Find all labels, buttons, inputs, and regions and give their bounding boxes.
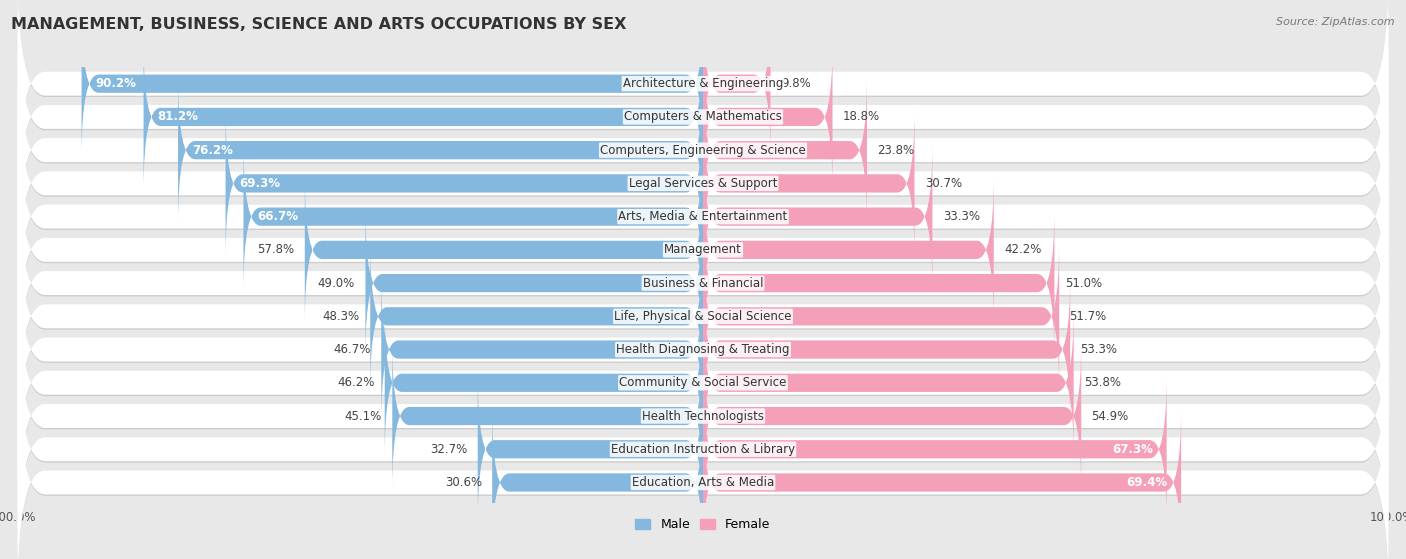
Text: 33.3%: 33.3% bbox=[943, 210, 980, 223]
Text: 76.2%: 76.2% bbox=[191, 144, 232, 157]
Text: Legal Services & Support: Legal Services & Support bbox=[628, 177, 778, 190]
FancyBboxPatch shape bbox=[17, 64, 1389, 306]
Text: 9.8%: 9.8% bbox=[780, 77, 811, 90]
FancyBboxPatch shape bbox=[17, 229, 1389, 471]
Text: 57.8%: 57.8% bbox=[257, 243, 294, 257]
FancyBboxPatch shape bbox=[143, 43, 703, 191]
Text: Architecture & Engineering: Architecture & Engineering bbox=[623, 77, 783, 90]
Text: 54.9%: 54.9% bbox=[1091, 410, 1129, 423]
FancyBboxPatch shape bbox=[703, 309, 1074, 457]
FancyBboxPatch shape bbox=[17, 296, 1389, 538]
FancyBboxPatch shape bbox=[385, 309, 703, 457]
Text: Education Instruction & Library: Education Instruction & Library bbox=[612, 443, 794, 456]
Text: 32.7%: 32.7% bbox=[430, 443, 467, 456]
FancyBboxPatch shape bbox=[17, 96, 1389, 338]
Text: Life, Physical & Social Science: Life, Physical & Social Science bbox=[614, 310, 792, 323]
Text: 81.2%: 81.2% bbox=[157, 111, 198, 124]
FancyBboxPatch shape bbox=[17, 130, 1389, 372]
Text: MANAGEMENT, BUSINESS, SCIENCE AND ARTS OCCUPATIONS BY SEX: MANAGEMENT, BUSINESS, SCIENCE AND ARTS O… bbox=[11, 17, 627, 32]
Text: 90.2%: 90.2% bbox=[96, 77, 136, 90]
FancyBboxPatch shape bbox=[703, 76, 868, 224]
Text: 69.4%: 69.4% bbox=[1126, 476, 1167, 489]
Text: 66.7%: 66.7% bbox=[257, 210, 298, 223]
FancyBboxPatch shape bbox=[492, 409, 703, 556]
FancyBboxPatch shape bbox=[243, 143, 703, 291]
Text: Computers, Engineering & Science: Computers, Engineering & Science bbox=[600, 144, 806, 157]
FancyBboxPatch shape bbox=[17, 0, 1389, 238]
FancyBboxPatch shape bbox=[82, 10, 703, 158]
FancyBboxPatch shape bbox=[17, 63, 1389, 304]
Text: 30.6%: 30.6% bbox=[444, 476, 482, 489]
FancyBboxPatch shape bbox=[305, 176, 703, 324]
FancyBboxPatch shape bbox=[17, 29, 1389, 271]
FancyBboxPatch shape bbox=[17, 129, 1389, 371]
Text: Arts, Media & Entertainment: Arts, Media & Entertainment bbox=[619, 210, 787, 223]
Text: 49.0%: 49.0% bbox=[318, 277, 356, 290]
FancyBboxPatch shape bbox=[17, 0, 1389, 239]
FancyBboxPatch shape bbox=[703, 110, 914, 257]
Legend: Male, Female: Male, Female bbox=[630, 513, 776, 536]
Text: Business & Financial: Business & Financial bbox=[643, 277, 763, 290]
FancyBboxPatch shape bbox=[703, 43, 832, 191]
FancyBboxPatch shape bbox=[17, 295, 1389, 537]
FancyBboxPatch shape bbox=[370, 243, 703, 390]
FancyBboxPatch shape bbox=[478, 375, 703, 523]
FancyBboxPatch shape bbox=[17, 195, 1389, 437]
FancyBboxPatch shape bbox=[381, 276, 703, 424]
FancyBboxPatch shape bbox=[392, 342, 703, 490]
FancyBboxPatch shape bbox=[17, 262, 1389, 504]
Text: 46.2%: 46.2% bbox=[337, 376, 374, 389]
Text: 30.7%: 30.7% bbox=[925, 177, 962, 190]
FancyBboxPatch shape bbox=[17, 263, 1389, 505]
Text: 51.0%: 51.0% bbox=[1064, 277, 1102, 290]
FancyBboxPatch shape bbox=[17, 97, 1389, 339]
Text: 51.7%: 51.7% bbox=[1070, 310, 1107, 323]
Text: Education, Arts & Media: Education, Arts & Media bbox=[631, 476, 775, 489]
FancyBboxPatch shape bbox=[703, 243, 1059, 390]
FancyBboxPatch shape bbox=[17, 0, 1389, 205]
Text: 23.8%: 23.8% bbox=[877, 144, 914, 157]
FancyBboxPatch shape bbox=[225, 110, 703, 257]
FancyBboxPatch shape bbox=[703, 209, 1054, 357]
FancyBboxPatch shape bbox=[17, 330, 1389, 559]
Text: Health Diagnosing & Treating: Health Diagnosing & Treating bbox=[616, 343, 790, 356]
Text: 18.8%: 18.8% bbox=[842, 111, 880, 124]
Text: 67.3%: 67.3% bbox=[1112, 443, 1153, 456]
Text: Health Technologists: Health Technologists bbox=[643, 410, 763, 423]
Text: 46.7%: 46.7% bbox=[333, 343, 371, 356]
Text: 53.8%: 53.8% bbox=[1084, 376, 1121, 389]
FancyBboxPatch shape bbox=[703, 143, 932, 291]
FancyBboxPatch shape bbox=[17, 162, 1389, 404]
FancyBboxPatch shape bbox=[17, 163, 1389, 405]
FancyBboxPatch shape bbox=[703, 276, 1070, 424]
FancyBboxPatch shape bbox=[17, 31, 1389, 272]
FancyBboxPatch shape bbox=[703, 10, 770, 158]
FancyBboxPatch shape bbox=[17, 362, 1389, 559]
Text: Community & Social Service: Community & Social Service bbox=[619, 376, 787, 389]
FancyBboxPatch shape bbox=[17, 230, 1389, 472]
Text: Management: Management bbox=[664, 243, 742, 257]
FancyBboxPatch shape bbox=[703, 176, 994, 324]
Text: Computers & Mathematics: Computers & Mathematics bbox=[624, 111, 782, 124]
FancyBboxPatch shape bbox=[366, 209, 703, 357]
FancyBboxPatch shape bbox=[703, 375, 1167, 523]
FancyBboxPatch shape bbox=[17, 363, 1389, 559]
FancyBboxPatch shape bbox=[17, 0, 1389, 206]
FancyBboxPatch shape bbox=[179, 76, 703, 224]
FancyBboxPatch shape bbox=[17, 328, 1389, 559]
FancyBboxPatch shape bbox=[703, 409, 1181, 556]
Text: 45.1%: 45.1% bbox=[344, 410, 382, 423]
Text: 42.2%: 42.2% bbox=[1004, 243, 1042, 257]
FancyBboxPatch shape bbox=[17, 197, 1389, 439]
Text: 53.3%: 53.3% bbox=[1081, 343, 1118, 356]
Text: 48.3%: 48.3% bbox=[323, 310, 360, 323]
Text: Source: ZipAtlas.com: Source: ZipAtlas.com bbox=[1277, 17, 1395, 27]
FancyBboxPatch shape bbox=[703, 342, 1081, 490]
Text: 69.3%: 69.3% bbox=[239, 177, 280, 190]
